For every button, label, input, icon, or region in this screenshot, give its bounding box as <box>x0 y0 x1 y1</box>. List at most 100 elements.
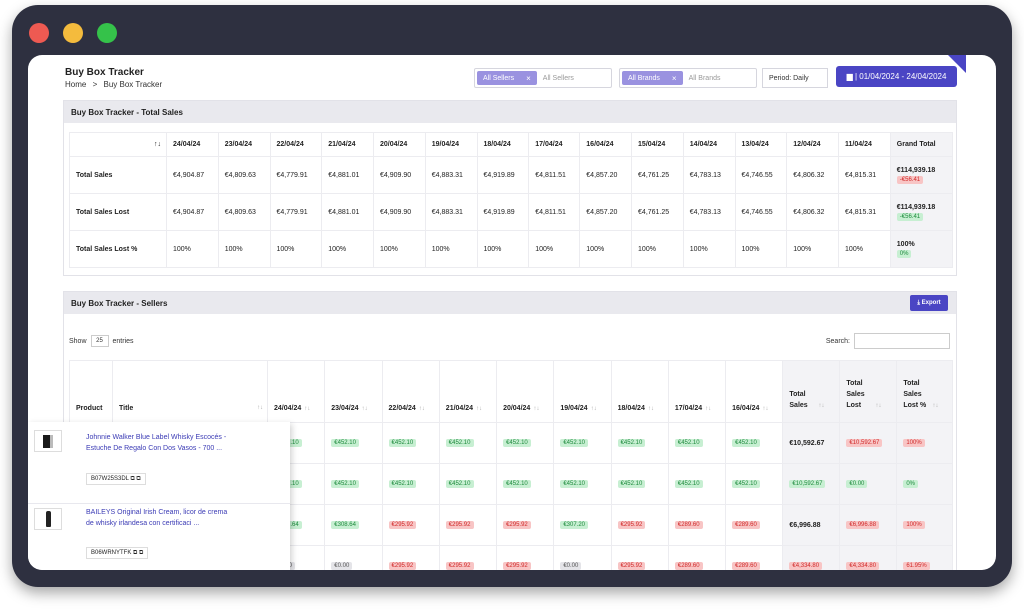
value-cell: €4,809.63 <box>217 193 271 231</box>
col-date-header[interactable]: 13/04/24 <box>734 132 788 157</box>
product-title-link-2[interactable]: BAILEYS Original Irish Cream, licor de c… <box>86 509 228 527</box>
value-cell: €452.10 <box>610 422 669 464</box>
product-thumbnail-2[interactable] <box>34 508 62 530</box>
sellers-filter[interactable]: All Sellers × All Sellers <box>474 68 612 88</box>
col-date-header[interactable]: 24/04/24 <box>166 132 219 157</box>
col-date-header[interactable]: 15/04/24 <box>631 132 684 157</box>
value-cell: 100% <box>269 230 323 268</box>
col-title[interactable]: Title ↑↓ <box>112 360 268 423</box>
product-row-1[interactable]: Johnnie Walker Blue Label Whisky Escocés… <box>28 422 290 504</box>
col-date-label: 16/04/24 <box>732 405 760 412</box>
value-cell: €452.10 <box>553 463 612 505</box>
device-frame: Buy Box Tracker Home > Buy Box Tracker A… <box>12 5 1012 587</box>
product-row-2[interactable]: BAILEYS Original Irish Cream, licor de c… <box>28 504 290 570</box>
col-date-header[interactable]: 11/04/24 <box>838 132 891 157</box>
entries-select[interactable]: 25 <box>90 335 109 347</box>
period-select[interactable]: Period: Daily <box>762 68 828 88</box>
col-date-header[interactable]: 23/04/24 ↑↓ <box>324 360 383 423</box>
value-cell: 100% <box>631 230 684 268</box>
grand-total-value: €114,939.18 <box>896 203 936 211</box>
window-minimize-dot[interactable] <box>63 23 83 43</box>
col-date-header[interactable]: 16/04/24 <box>579 132 633 157</box>
show-entries: Show 25 entries <box>69 335 134 347</box>
col-date-label: 21/04/24 <box>445 405 474 412</box>
product-title-link-1[interactable]: Johnnie Walker Blue Label Whisky Escocés… <box>86 434 227 452</box>
col-total-sales[interactable]: Total Sales ↑↓ <box>782 360 841 423</box>
product-thumbnail-1[interactable] <box>34 430 62 452</box>
col-date-header[interactable]: 12/04/24 <box>786 132 840 157</box>
total-sales-cell: €10,592.67 <box>782 463 841 505</box>
col-date-header[interactable]: 19/04/24 <box>424 132 478 157</box>
value-badge: €452.10 <box>617 439 646 447</box>
value-badge: €452.10 <box>388 480 417 488</box>
value-badge: €452.10 <box>503 439 531 447</box>
value-cell: €307.20 <box>553 504 612 546</box>
value-badge: €295.92 <box>445 521 474 529</box>
value-badge: €452.10 <box>732 480 760 488</box>
value-cell: €4,881.01 <box>321 156 374 194</box>
col-date-header[interactable]: 18/04/24 ↑↓ <box>610 360 669 423</box>
col-date-header[interactable]: 23/04/24 <box>217 132 271 157</box>
col-date-header[interactable]: 21/04/24 ↑↓ <box>438 360 498 423</box>
brands-filter[interactable]: All Brands × All Brands <box>619 68 757 88</box>
breadcrumb-home[interactable]: Home <box>65 80 87 89</box>
value-cell: €452.10 <box>324 422 383 464</box>
col-total-lost-pct[interactable]: Total Sales Lost % ↑↓ <box>896 360 953 423</box>
col-date-header[interactable]: 16/04/24 ↑↓ <box>725 360 784 423</box>
value-cell: 100% <box>838 230 891 268</box>
value-cell: €295.92 <box>381 545 440 570</box>
window-maximize-dot[interactable] <box>97 23 117 43</box>
delta-badge: 0% <box>896 249 912 258</box>
sellers-title-text: Buy Box Tracker - Sellers <box>71 298 168 308</box>
col-date-label: 22/04/24 <box>388 405 416 412</box>
col-date-header[interactable]: 20/04/24 <box>373 132 426 157</box>
total-lost-cell: €0.00 <box>839 463 898 505</box>
value-badge: €295.92 <box>445 562 474 570</box>
sellers-chip-close-icon[interactable]: × <box>526 73 531 83</box>
col-date-header[interactable]: 19/04/24 ↑↓ <box>553 360 612 423</box>
col-date-header[interactable]: 21/04/24 <box>321 132 374 157</box>
col-date-header[interactable]: 20/04/24 ↑↓ <box>496 360 555 423</box>
sort-icon: ↑↓ <box>818 403 825 409</box>
col-grand-total[interactable]: Grand Total <box>889 132 954 157</box>
value-cell: €4,761.25 <box>631 156 684 194</box>
value-cell: €4,746.55 <box>734 193 788 231</box>
value-badge: €452.10 <box>560 439 589 447</box>
col-date-header[interactable]: 18/04/24 <box>476 132 530 157</box>
total-sales-cell: €10,592.67 <box>782 422 841 464</box>
brands-chip-label: All Brands <box>628 74 660 82</box>
sort-icon: ↑↓ <box>762 406 769 412</box>
date-range-button[interactable]: ▆ | 01/04/2024 - 24/04/2024 <box>836 66 957 87</box>
sort-icon: ↑↓ <box>705 406 712 412</box>
value-cell: 100% <box>579 230 633 268</box>
col-date-header[interactable]: 17/04/24 <box>528 132 581 157</box>
value-cell: €289.60 <box>725 504 784 546</box>
col-title-label: Title <box>119 405 134 412</box>
brands-chip-close-icon[interactable]: × <box>671 73 677 83</box>
value-cell: €295.92 <box>610 545 669 570</box>
export-button[interactable]: ⤓ Export <box>910 295 948 311</box>
value-cell: €295.92 <box>438 545 498 570</box>
col-date-header[interactable]: 22/04/24 ↑↓ <box>381 360 440 423</box>
col-date-header[interactable]: 22/04/24 <box>269 132 323 157</box>
product-asin-1[interactable]: B07W25S3DL ⧉ ⧉ <box>86 473 146 485</box>
value-badge: €6,996.88 <box>846 521 880 529</box>
col-product[interactable]: Product <box>69 360 113 423</box>
col-date-header[interactable]: 24/04/24 ↑↓ <box>266 360 326 423</box>
value-cell: 100% <box>166 230 219 268</box>
col-date-header[interactable]: 14/04/24 <box>682 132 736 157</box>
col-date-header[interactable]: 17/04/24 ↑↓ <box>667 360 727 423</box>
value-cell: 100% <box>476 230 530 268</box>
total-sales-card: Buy Box Tracker - Total Sales ↑↓ 24/04/2… <box>63 100 957 276</box>
col-total-lost[interactable]: Total Sales Lost ↑↓ <box>839 360 898 423</box>
value-cell: €289.60 <box>667 545 727 570</box>
value-badge: 61.95% <box>903 562 930 570</box>
sort-icon: ↑↓ <box>533 406 540 412</box>
sort-icon[interactable]: ↑↓ <box>69 132 167 157</box>
sort-icon: ↑↓ <box>647 406 654 412</box>
window-close-dot[interactable] <box>29 23 49 43</box>
delta-badge: -€56.41 <box>896 212 924 221</box>
product-asin-2[interactable]: B06WRNYTFK ⧉ ⧉ <box>86 547 149 559</box>
value-badge: €452.10 <box>674 439 703 447</box>
search-input[interactable] <box>854 333 950 349</box>
